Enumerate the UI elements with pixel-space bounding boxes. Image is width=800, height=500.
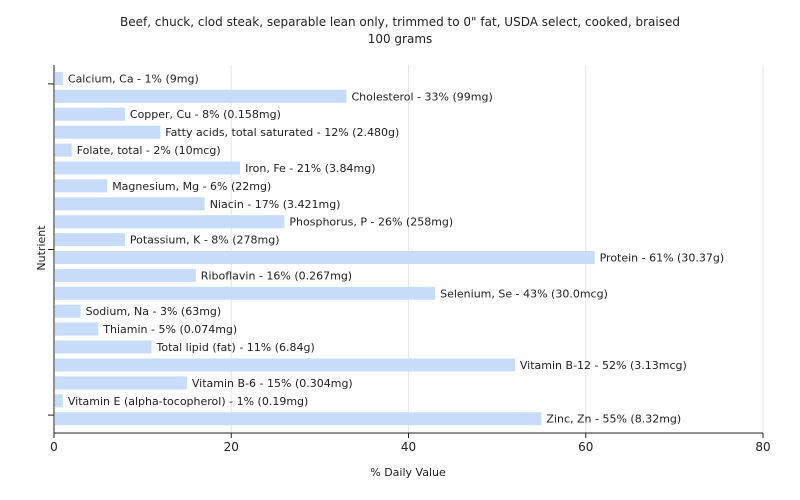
bar	[55, 125, 161, 139]
axes-group: 0 20 40 60 80	[48, 65, 771, 454]
chart-title: Beef, chuck, clod steak, separable lean …	[120, 15, 680, 29]
bar	[55, 394, 63, 408]
chart-title-block: Beef, chuck, clod steak, separable lean …	[0, 14, 800, 48]
bar	[55, 251, 595, 264]
bar	[55, 197, 205, 211]
bar	[55, 304, 81, 318]
bar-label: Vitamin E (alpha-tocopherol) - 1% (0.19m…	[68, 395, 308, 408]
bar-label: Potassium, K - 8% (278mg)	[130, 234, 280, 247]
bar-label: Selenium, Se - 43% (30.0mcg)	[440, 287, 608, 300]
bar	[55, 161, 241, 175]
x-tick-label: 0	[50, 440, 58, 454]
x-tick-label: 60	[578, 440, 593, 454]
bar	[55, 143, 72, 157]
bar	[55, 358, 515, 372]
bar	[55, 71, 63, 85]
bar-label: Thiamin - 5% (0.074mg)	[102, 323, 237, 336]
bar-label: Riboflavin - 16% (0.267mg)	[201, 269, 352, 282]
bar	[55, 89, 347, 103]
bar-label: Cholesterol - 33% (99mg)	[352, 90, 493, 103]
bar	[55, 412, 542, 426]
bar-label: Copper, Cu - 8% (0.158mg)	[130, 108, 281, 121]
bar	[55, 233, 125, 247]
y-axis-title: Nutrient	[35, 225, 48, 271]
x-tick-label: 80	[755, 440, 770, 454]
bar-label: Phosphorus, P - 26% (258mg)	[289, 216, 453, 229]
bar	[55, 286, 436, 300]
bar	[55, 376, 187, 390]
bar-label: Iron, Fe - 21% (3.84mg)	[245, 162, 375, 175]
x-tick-label: 40	[401, 440, 416, 454]
bar	[55, 179, 108, 193]
bar-label: Zinc, Zn - 55% (8.32mg)	[546, 413, 681, 426]
bar-label: Niacin - 17% (3.421mg)	[210, 198, 341, 211]
bar	[55, 215, 285, 229]
bar-label: Folate, total - 2% (10mcg)	[77, 144, 221, 157]
bar	[55, 340, 152, 354]
bar	[55, 322, 99, 336]
bar-label: Magnesium, Mg - 6% (22mg)	[112, 180, 271, 193]
bar	[55, 268, 196, 282]
x-tick-label: 20	[224, 440, 239, 454]
x-axis-title: % Daily Value	[370, 466, 446, 479]
grid-lines	[230, 65, 764, 433]
bars-group: Calcium, Ca - 1% (9mg) Cholesterol - 33% …	[55, 71, 725, 426]
bar-label: Protein - 61% (30.37g)	[600, 252, 725, 265]
bar-label: Calcium, Ca - 1% (9mg)	[68, 72, 199, 85]
bar-label: Sodium, Na - 3% (63mg)	[86, 305, 222, 318]
bar-label: Vitamin B-12 - 52% (3.13mcg)	[520, 359, 687, 372]
bar-label: Vitamin B-6 - 15% (0.304mg)	[192, 377, 353, 390]
bar-label: Total lipid (fat) - 11% (6.84g)	[156, 341, 315, 354]
bar	[55, 107, 125, 121]
chart-subtitle: 100 grams	[367, 32, 433, 46]
bar-label: Fatty acids, total saturated - 12% (2.48…	[165, 126, 399, 139]
